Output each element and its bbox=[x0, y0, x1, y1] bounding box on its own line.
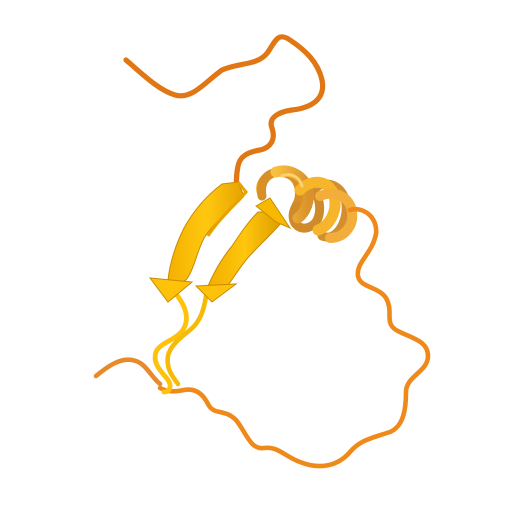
beta-strand-b-top-cap bbox=[255, 197, 292, 230]
beta-strand-a-arrowhead bbox=[148, 277, 194, 303]
beta-strand-b bbox=[194, 197, 292, 303]
coil-right-loop bbox=[157, 206, 431, 469]
beta-strand-a bbox=[148, 181, 248, 303]
coil-bottom-left-segment bbox=[93, 357, 163, 387]
beta-strand-b-arrowhead bbox=[194, 283, 238, 303]
coil-top-segment bbox=[123, 34, 326, 195]
coil-strand-b-tail bbox=[165, 293, 209, 387]
alpha-helix bbox=[256, 165, 358, 243]
helix-front-turn-3 bbox=[315, 188, 358, 243]
coil-strand-a-tail bbox=[152, 291, 189, 395]
beta-strand-a-edge bbox=[206, 181, 248, 237]
helix-highlight bbox=[280, 173, 304, 188]
